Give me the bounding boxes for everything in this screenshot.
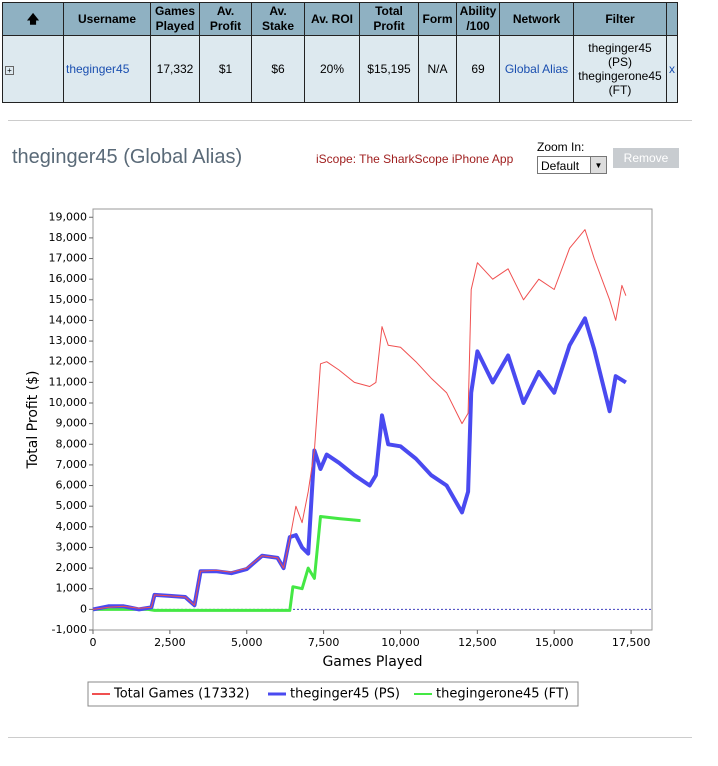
dropdown-arrow: ▼ bbox=[590, 157, 606, 173]
x-axis-label: Games Played bbox=[322, 654, 422, 670]
y-tick-label: 12,000 bbox=[49, 355, 88, 368]
legend-box bbox=[87, 681, 579, 707]
x-tick-label: 15,000 bbox=[535, 636, 574, 649]
series-line bbox=[93, 515, 361, 612]
x-tick-label: 0 bbox=[90, 636, 97, 649]
y-tick-label: 14,000 bbox=[49, 313, 88, 326]
y-tick-label: 4,000 bbox=[56, 520, 88, 533]
y-tick-label: 17,000 bbox=[49, 252, 88, 265]
y-tick-label: -1,000 bbox=[52, 623, 87, 636]
y-tick-label: 0 bbox=[80, 602, 87, 615]
column-header: Av. ROI bbox=[304, 2, 360, 36]
remove-button[interactable]: Remove bbox=[613, 148, 679, 168]
column-header: Form bbox=[418, 2, 457, 36]
y-tick-label: 6,000 bbox=[56, 479, 88, 492]
promo-link[interactable]: iScope: The SharkScope iPhone App bbox=[316, 152, 514, 166]
zoom-select[interactable]: Default ▼ bbox=[537, 156, 607, 174]
separator bbox=[8, 737, 692, 738]
column-header: Filter bbox=[573, 2, 667, 36]
column-header: Ability /100 bbox=[456, 2, 500, 36]
zoom-value: Default bbox=[541, 159, 580, 173]
header-spacer bbox=[666, 2, 678, 36]
series-line bbox=[92, 229, 627, 610]
cell: $6 bbox=[251, 35, 305, 103]
page-title: theginger45 (Global Alias) bbox=[12, 146, 243, 168]
expand-icon[interactable]: + bbox=[2, 35, 64, 103]
cell[interactable]: theginger45 bbox=[63, 35, 151, 103]
column-header: Total Profit bbox=[359, 2, 419, 36]
separator bbox=[8, 120, 692, 121]
x-tick-label: 17,500 bbox=[612, 636, 651, 649]
y-tick-label: 10,000 bbox=[49, 396, 88, 409]
cell: $15,195 bbox=[359, 35, 419, 103]
y-tick-label: 1,000 bbox=[56, 582, 88, 595]
y-tick-label: 19,000 bbox=[49, 210, 88, 223]
legend-label: Total Games (17332) bbox=[113, 687, 250, 702]
chart: -1,00001,0002,0003,0004,0005,0006,0007,0… bbox=[25, 208, 653, 707]
legend-label: theginger45 (PS) bbox=[290, 687, 400, 702]
cell: 69 bbox=[456, 35, 500, 103]
y-tick-label: 18,000 bbox=[49, 231, 88, 244]
y-tick-label: 3,000 bbox=[56, 540, 88, 553]
y-tick-label: 9,000 bbox=[56, 417, 88, 430]
y-tick-label: 5,000 bbox=[56, 499, 88, 512]
x-tick-label: 2,500 bbox=[154, 636, 186, 649]
column-header: Av. Profit bbox=[199, 2, 252, 36]
y-tick-label: 7,000 bbox=[56, 458, 88, 471]
remove-filter[interactable]: x bbox=[666, 35, 678, 103]
header-row: 🡅 Username Games Played Av. Profit Av. Stake… bbox=[2, 2, 678, 36]
cell: $1 bbox=[199, 35, 252, 103]
column-header: Username bbox=[63, 2, 151, 36]
x-tick-label: 10,000 bbox=[381, 636, 420, 649]
x-tick-label: 5,000 bbox=[231, 636, 263, 649]
cell: N/A bbox=[418, 35, 457, 103]
plot-area bbox=[92, 208, 653, 631]
y-tick-label: 2,000 bbox=[56, 561, 88, 574]
data-row: + theginger45 17,332 $1 $6 20% $15,195 N/A 69 Glo… bbox=[2, 35, 678, 103]
column-header: Network bbox=[499, 2, 574, 36]
y-tick-label: 8,000 bbox=[56, 437, 88, 450]
column-header: Games Played bbox=[150, 2, 200, 36]
y-tick-label: 13,000 bbox=[49, 334, 88, 347]
cell[interactable]: Global Alias bbox=[499, 35, 574, 103]
y-axis-label: Total Profit ($) bbox=[25, 371, 41, 470]
y-tick-label: 16,000 bbox=[49, 272, 88, 285]
y-tick-label: 15,000 bbox=[49, 293, 88, 306]
stats-table: 🡅 Username Games Played Av. Profit Av. Stake… bbox=[2, 2, 678, 103]
cell: 20% bbox=[304, 35, 360, 103]
legend-label: thegingerone45 (FT) bbox=[436, 687, 569, 702]
column-header: Av. Stake bbox=[251, 2, 305, 36]
x-tick-label: 12,500 bbox=[458, 636, 497, 649]
zoom-label: Zoom In: bbox=[537, 140, 585, 154]
cell: theginger45 (PS) thegingerone45 (FT) bbox=[573, 35, 667, 103]
y-tick-label: 11,000 bbox=[49, 375, 88, 388]
sort-arrow[interactable]: 🡅 bbox=[2, 2, 64, 36]
cell: 17,332 bbox=[150, 35, 200, 103]
x-tick-label: 7,500 bbox=[308, 636, 340, 649]
